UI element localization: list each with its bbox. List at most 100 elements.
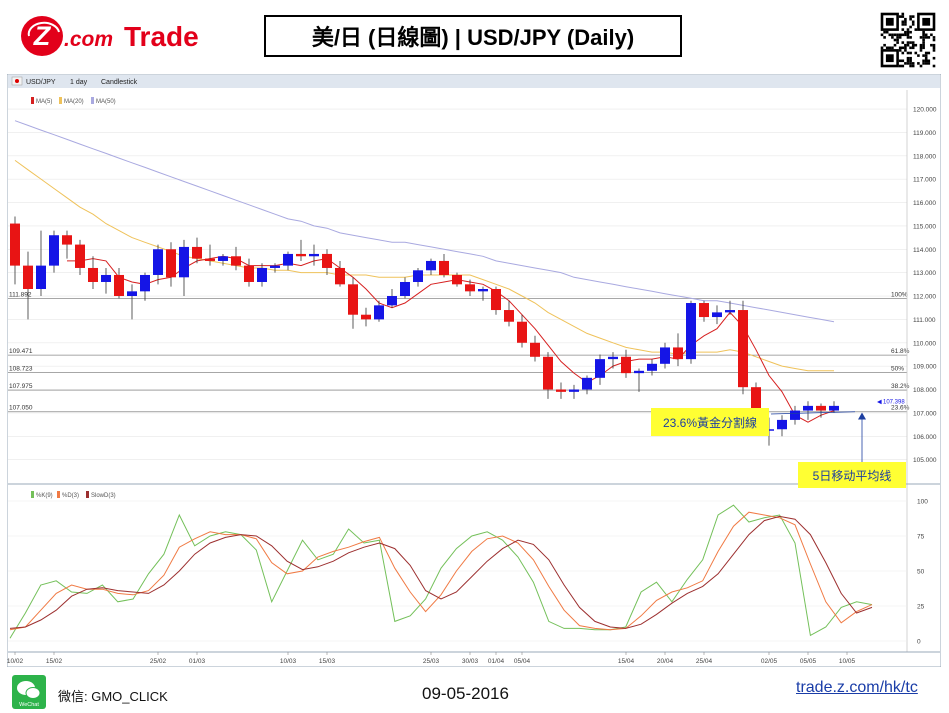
candle-down [166,249,176,278]
qr-module [911,20,915,24]
qr-module [909,59,912,63]
website-link[interactable]: trade.z.com/hk/tc [796,679,918,696]
time-tick-label: 05/05 [800,658,817,665]
ma20-legend-label: MA(20) [64,99,84,105]
chart-frame: USD/JPY 1 day Candlestick 111.892 100% 109… [7,74,941,667]
last-price-label: 107.398 [883,400,905,406]
qr-module [917,54,920,57]
qr-module [901,33,905,37]
candle-up [829,405,839,411]
candle-up [309,253,319,257]
qr-module [885,30,889,34]
qr-module [919,64,923,68]
qr-module [906,56,910,60]
candle-up [101,274,111,282]
candle-down [296,253,306,257]
candle-down [556,389,566,392]
qr-module [932,49,936,52]
qr-module [909,46,912,50]
time-tick-label: 02/05 [761,658,778,665]
qr-module [922,59,925,63]
qr-module [927,59,931,63]
qr-module [893,43,897,47]
candle-up [634,370,644,374]
qr-module [904,33,907,37]
candle-up [36,265,46,289]
oscillator-legend: %K(9) %D(3) SlowD(3) [31,491,116,499]
qr-module [893,33,897,37]
zcom-trade-logo: Z .com Trade [21,16,199,56]
qr-module [909,25,912,29]
qr-module [901,28,905,31]
candle-down [439,260,449,275]
candle-up [49,235,59,266]
candle-down [816,405,826,411]
candle-up [595,359,605,378]
toolbar-chart-style[interactable]: Candlestick [101,79,138,86]
price-tick-label: 119.000 [913,130,936,137]
annotation-arrows [770,411,866,462]
k-legend-swatch [31,491,34,498]
candle-up [582,377,592,390]
oscillator-axis: 100 75 50 25 0 [917,499,928,646]
fib-price-label: 111.892 [9,292,32,299]
qr-module [909,41,912,44]
d-legend-swatch [57,491,60,498]
ma-legend: MA(5) MA(20) MA(50) [31,97,116,105]
candle-down [62,235,72,245]
candle-down [88,267,98,282]
qr-module [901,51,905,55]
qr-module [891,36,894,39]
price-tick-label: 107.000 [913,410,937,417]
qr-module [927,51,931,55]
ma50-line [14,120,835,323]
price-grid [8,108,907,460]
toolbar-symbol[interactable]: USD/JPY [26,79,56,86]
time-tick-label: 10/05 [839,658,856,665]
qr-module [896,36,899,39]
candle-down [335,267,345,285]
qr-module [896,33,899,37]
oscillator-tick-label: 25 [917,604,925,611]
qr-module [909,17,912,21]
slowd-legend-swatch [86,491,89,498]
fib-percent-label: 100% [891,292,908,299]
price-tick-label: 120.000 [913,107,937,114]
price-axis: 120.000 119.000 118.000 117.000 116.000 115.0… [906,90,937,652]
candle-down [205,258,215,261]
fib-price-label: 107.050 [9,405,33,412]
qr-module [911,64,915,68]
time-tick-label: 15/02 [46,658,63,665]
fib-percent-label: 50% [891,366,904,373]
candle-up [686,303,696,360]
last-price-marker: ◀ [877,400,882,406]
time-tick-label: 05/04 [514,658,531,665]
toolbar-interval[interactable]: 1 day [70,79,88,86]
qr-finder-inner [885,54,894,63]
candle-up [400,281,410,297]
ma5-legend-swatch [31,97,34,104]
qr-module [909,56,912,60]
price-tick-label: 106.000 [913,434,937,441]
time-tick-label: 20/04 [657,658,674,665]
oscillator-tick-label: 0 [917,639,921,646]
price-tick-label: 118.000 [913,153,936,160]
oscillator-tick-label: 75 [917,534,925,541]
qr-module [919,36,923,39]
candle-down [491,289,501,311]
qr-module [891,33,894,37]
candle-down [75,244,85,268]
time-tick-label: 10/03 [280,658,297,665]
logo-circle [21,16,63,56]
qr-module [904,49,907,52]
time-tick-label: 25/04 [696,658,713,665]
qr-code-icon [880,12,936,68]
qr-module [932,36,936,39]
fib-23-6-callout: 23.6%黃金分割線 [651,408,769,436]
candle-up [140,274,150,292]
ma5-legend-label: MA(5) [36,99,52,105]
candle-up [608,356,618,360]
oscillator-lines [9,504,873,639]
qr-module [914,51,918,55]
qr-module [904,43,907,47]
